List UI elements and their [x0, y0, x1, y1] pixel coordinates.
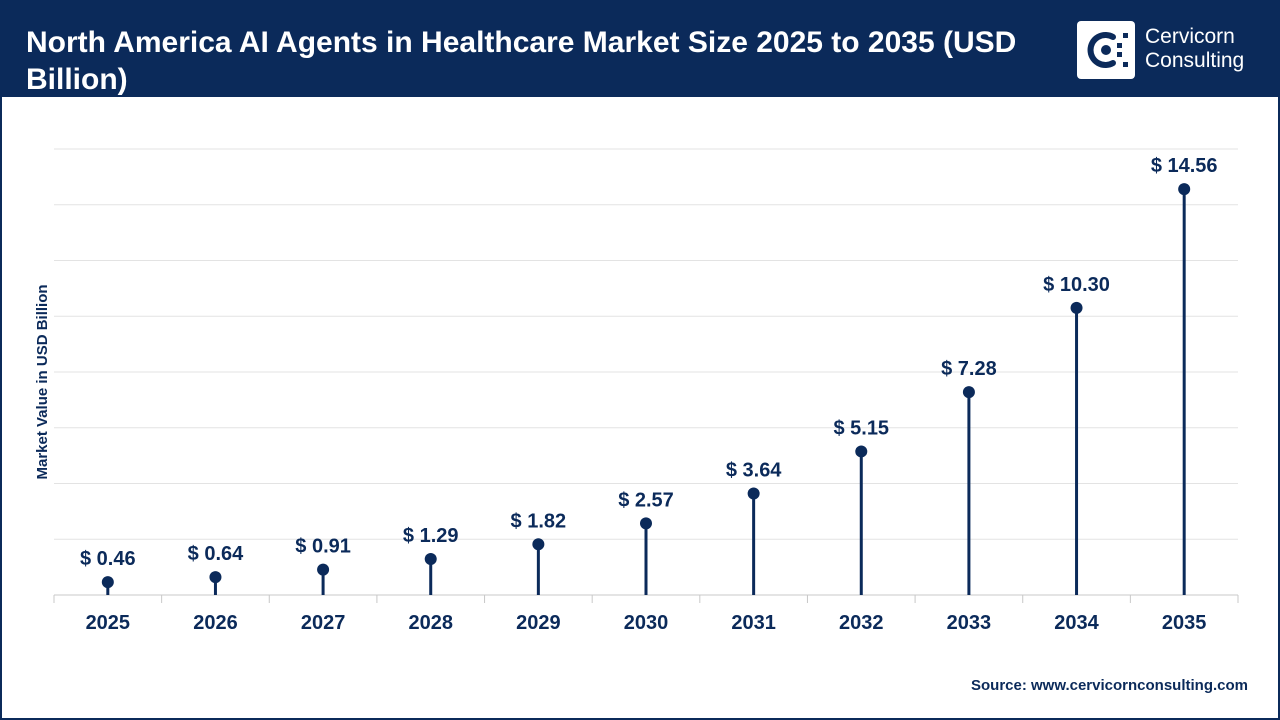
x-tick-label: 2027 [301, 612, 346, 634]
x-tick-label: 2028 [408, 612, 453, 634]
lollipop-dot [209, 571, 222, 584]
cervicorn-logo-icon [1077, 21, 1135, 79]
lollipop-chart: Market Value in USD Billion 2025 2026 2027… [34, 148, 1239, 634]
x-tick-label: 2031 [731, 612, 776, 634]
x-tick-label: 2026 [193, 612, 238, 634]
x-tick-label: 2030 [624, 612, 669, 634]
brand-line-1: Cervicorn [1145, 25, 1235, 48]
data-label: $ 14.56 [1151, 155, 1218, 177]
lollipop-dot [855, 445, 868, 458]
lollipop-dot [424, 553, 437, 566]
data-label: $ 2.57 [618, 489, 674, 511]
y-axis-label: Market Value in USD Billion [34, 284, 51, 479]
x-tick-label: 2035 [1162, 612, 1207, 634]
x-tick-label: 2025 [86, 612, 131, 634]
lollipop-dot [747, 487, 760, 500]
brand-name: Cervicorn Consulting [1145, 25, 1244, 73]
lollipop-stems [101, 183, 1191, 595]
data-label: $ 3.64 [726, 460, 782, 482]
x-tick-label: 2033 [947, 612, 992, 634]
lollipop-dot [1070, 301, 1083, 314]
x-tick-label: 2034 [1054, 612, 1099, 634]
x-tick-label: 2029 [516, 612, 561, 634]
lollipop-dot [1178, 183, 1191, 196]
lollipop-dot [317, 563, 330, 576]
data-label: $ 0.46 [80, 548, 136, 570]
header-banner: North America AI Agents in Healthcare Ma… [2, 2, 1278, 97]
lollipop-dot [532, 538, 545, 551]
brand-logo: Cervicorn Consulting [1077, 19, 1267, 79]
value-labels: $ 0.46 $ 0.64 $ 0.91 $ 1.29 $ 1.82 $ 2.57 $ 3.… [80, 155, 1218, 570]
lollipop-dot [640, 517, 652, 530]
x-tick-label: 2032 [839, 612, 884, 634]
data-label: $ 1.29 [403, 525, 459, 547]
x-axis-ticks: 2025 2026 2027 2028 2029 2030 2031 2032 2033 2034… [86, 612, 1207, 634]
lollipop-dot [101, 576, 114, 589]
source-note: Source: www.cervicornconsulting.com [970, 677, 1248, 694]
data-label: $ 1.82 [511, 510, 567, 532]
data-label: $ 10.30 [1043, 274, 1110, 296]
lollipop-dot [962, 386, 975, 399]
data-label: $ 0.91 [295, 536, 351, 558]
data-label: $ 7.28 [941, 358, 997, 380]
brand-line-2: Consulting [1145, 49, 1245, 72]
data-label: $ 0.64 [188, 543, 244, 565]
chart-title: North America AI Agents in Healthcare Ma… [26, 26, 1017, 96]
data-label: $ 5.15 [833, 417, 889, 439]
